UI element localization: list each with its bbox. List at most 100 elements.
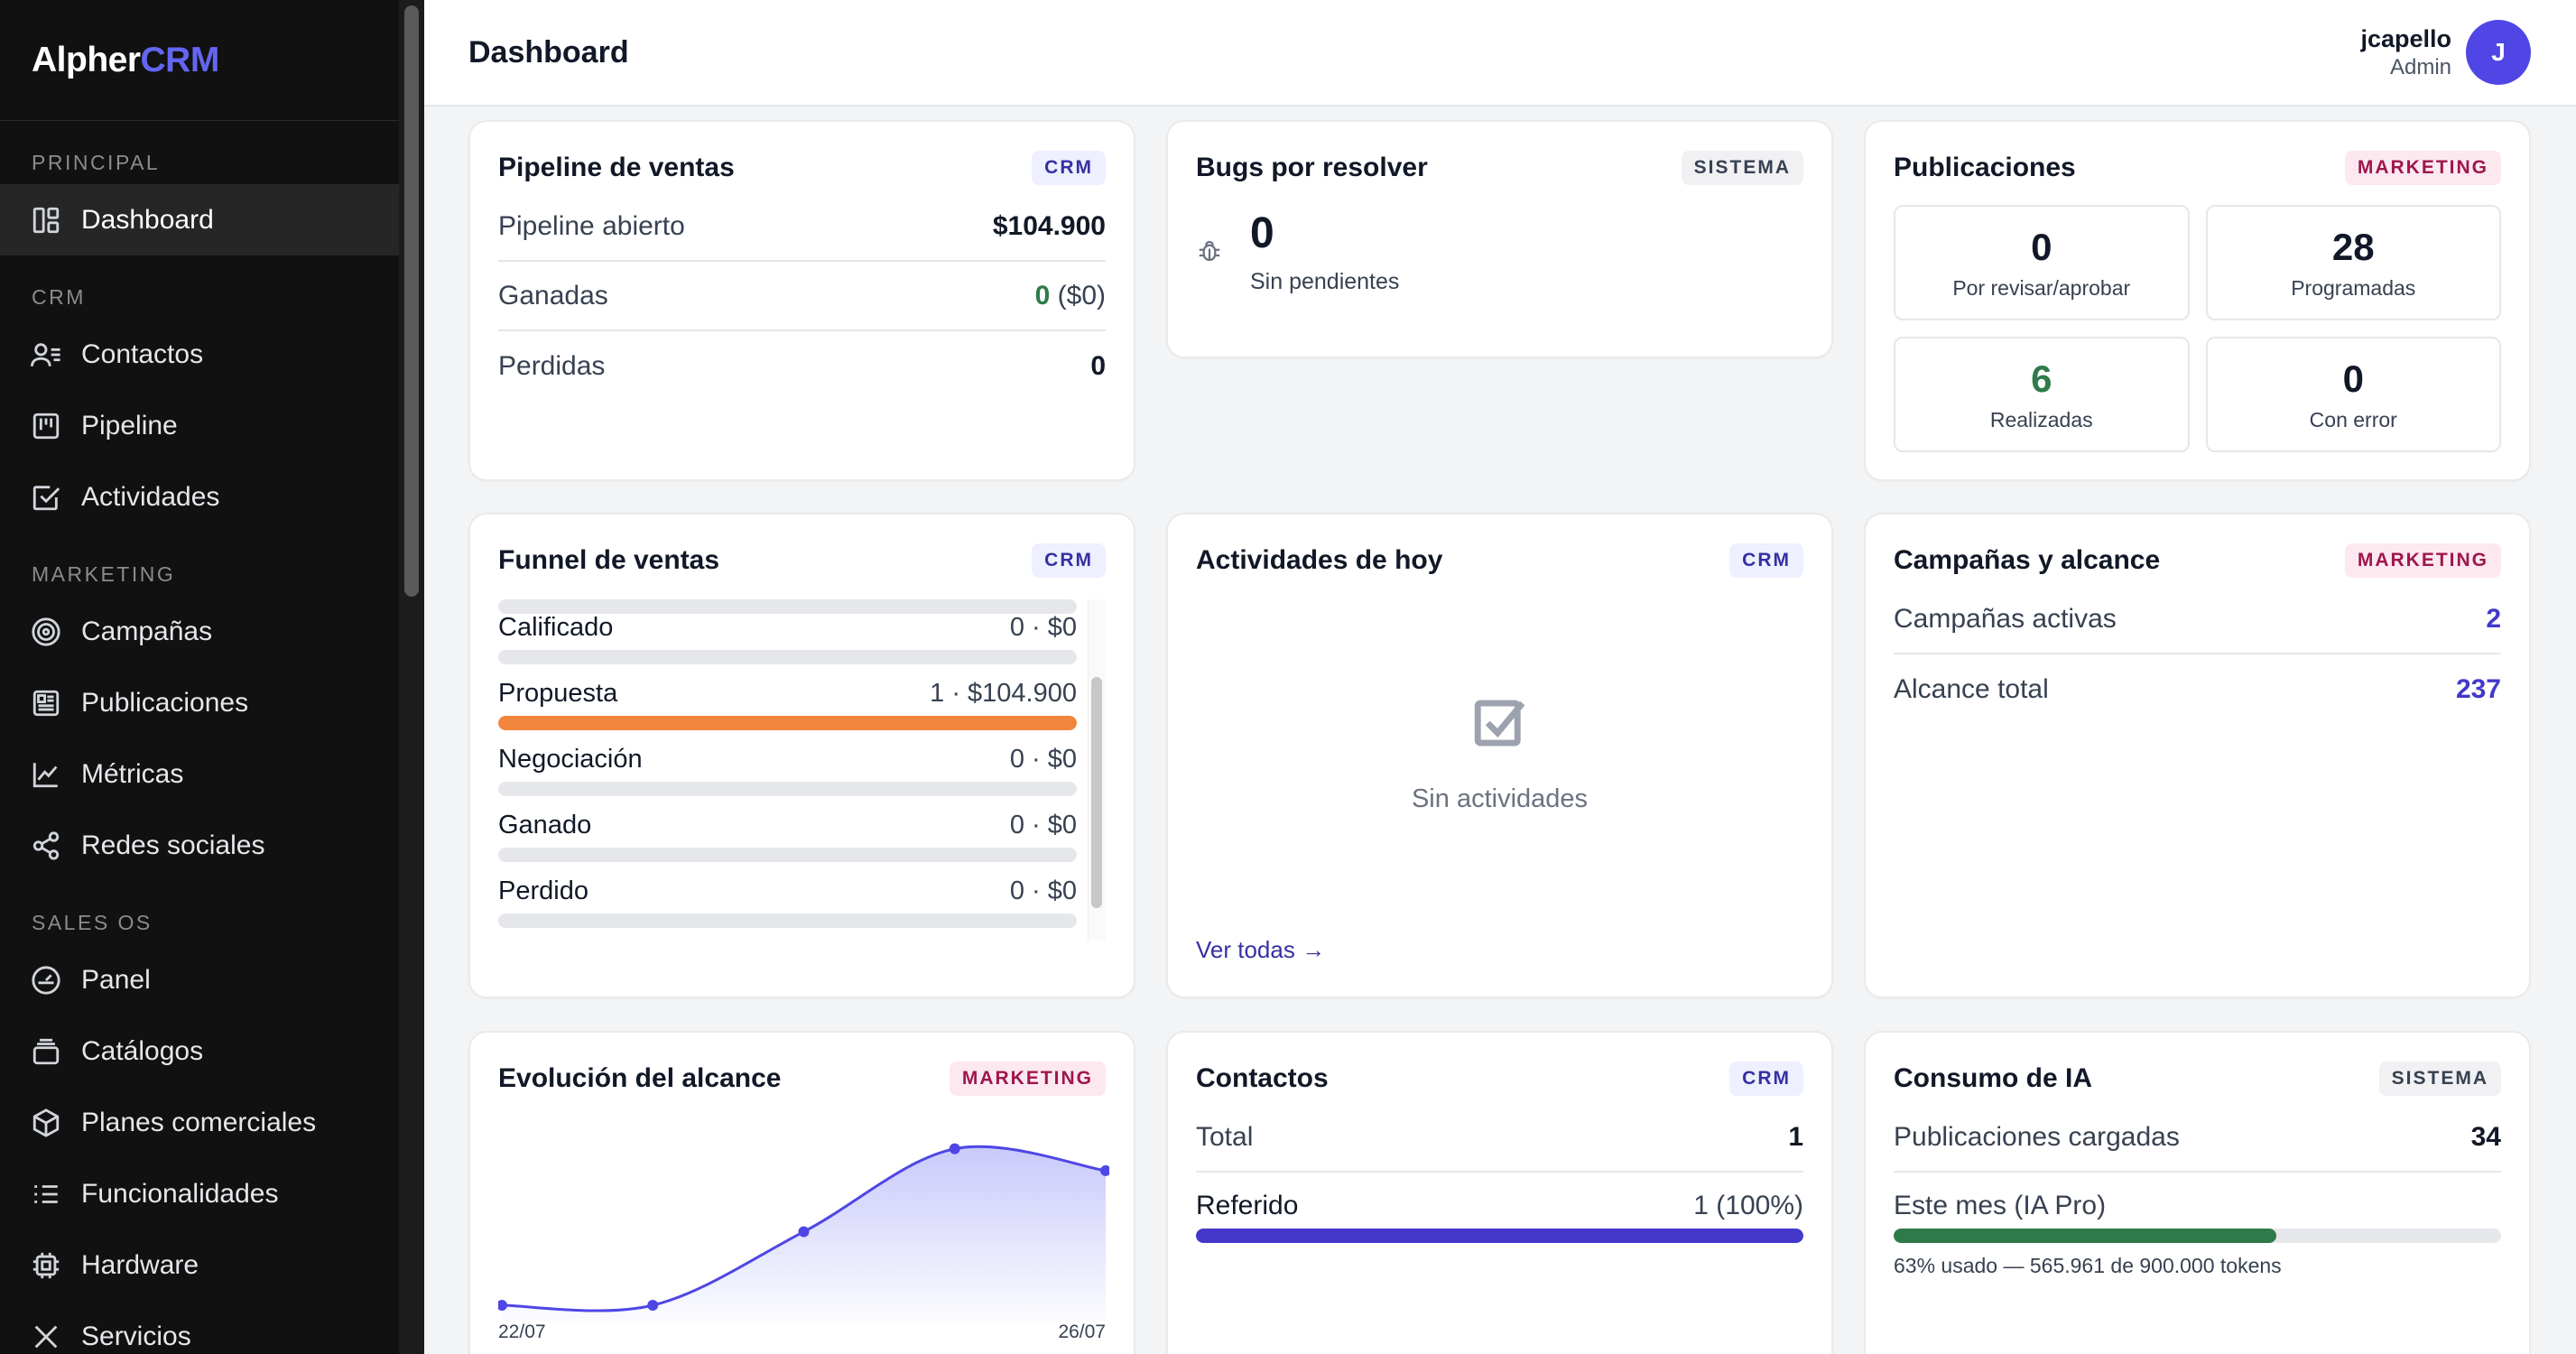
sidebar-item-servicios[interactable]: Servicios <box>0 1301 399 1354</box>
funnel-list[interactable]: Calificado 0 · $0 Propuesta 1 · $104.900 Neg… <box>498 599 1106 941</box>
sidebar-item-contactos[interactable]: Contactos <box>0 319 399 390</box>
crm-badge: CRM <box>1729 543 1803 578</box>
sidebar-item-planes[interactable]: Planes comerciales <box>0 1087 399 1158</box>
funnel-stage-amount: 1 · $104.900 <box>930 679 1077 708</box>
section-crm: CRM <box>32 285 86 309</box>
stat-row-won: Ganadas 0 ($0) <box>498 262 1106 331</box>
sidebar-item-publicaciones[interactable]: Publicaciones <box>0 667 399 738</box>
funnel-stage-label: Perdido <box>498 876 588 905</box>
sidebar-item-catalogos[interactable]: Catálogos <box>0 1016 399 1087</box>
system-badge: SISTEMA <box>1681 151 1803 185</box>
reach-area-chart <box>498 1143 1109 1322</box>
checkbox-icon <box>30 481 62 514</box>
list-icon <box>30 1178 62 1210</box>
sidebar-item-label: Servicios <box>81 1321 191 1351</box>
sidebar-item-dashboard[interactable]: Dashboard <box>0 184 399 255</box>
sidebar-item-campanas[interactable]: Campañas <box>0 596 399 667</box>
funnel-stage-label: Negociación <box>498 745 643 774</box>
stat-row-pipeline-open: Pipeline abierto $104.900 <box>498 192 1106 262</box>
sidebar-item-pipeline[interactable]: Pipeline <box>0 390 399 461</box>
ia-usage-progress-fill <box>1894 1229 2276 1243</box>
section-salesos: SALES OS <box>32 911 153 934</box>
app-logo[interactable]: Alpher CRM <box>0 0 399 121</box>
contacts-icon <box>30 338 62 371</box>
sidebar-item-label: Planes comerciales <box>81 1107 317 1137</box>
user-role: Admin <box>2389 54 2451 79</box>
funnel-card: Funnel de ventas CRM Calificado 0 · $0 Pro… <box>468 513 1135 998</box>
chart-point[interactable] <box>949 1143 960 1155</box>
user-menu[interactable]: jcapello Admin J <box>2360 20 2531 85</box>
sidebar-item-label: Pipeline <box>81 410 178 441</box>
sidebar-item-funcionalidades[interactable]: Funcionalidades <box>0 1158 399 1229</box>
funnel-stage-bar <box>498 913 1077 928</box>
target-icon <box>30 616 62 648</box>
box-icon <box>30 1107 62 1139</box>
layers-icon <box>30 1035 62 1068</box>
sidebar-item-panel[interactable]: Panel <box>0 944 399 1016</box>
funnel-stage-amount: 0 · $0 <box>1009 613 1077 642</box>
crm-badge: CRM <box>1032 543 1106 578</box>
funnel-stage-fill <box>498 716 1077 730</box>
sidebar-item-label: Dashboard <box>81 204 214 235</box>
funnel-stage-bar <box>498 716 1077 730</box>
ia-usage-caption: 63% usado — 565.961 de 900.000 tokens <box>1894 1254 2282 1277</box>
sidebar-item-actividades[interactable]: Actividades <box>0 461 399 533</box>
funnel-stage: Perdido 0 · $0 <box>498 868 1106 934</box>
card-title: Publicaciones <box>1894 153 2076 182</box>
bug-icon <box>1196 237 1223 264</box>
ver-todas-link[interactable]: Ver todas → <box>1196 936 1326 963</box>
marketing-badge: MARKETING <box>2344 151 2501 185</box>
funnel-bar-prev <box>498 599 1077 614</box>
ia-card: Consumo de IA SISTEMA Publicaciones carg… <box>1864 1031 2531 1354</box>
referido-row: Referido 1 (100%) <box>1196 1182 1803 1243</box>
pub-pending-box[interactable]: 0 Por revisar/aprobar <box>1894 205 2190 320</box>
x-tick-start: 22/07 <box>498 1322 546 1342</box>
page-title: Dashboard <box>468 34 629 70</box>
funnel-scrollbar-thumb[interactable] <box>1091 677 1102 908</box>
sidebar-item-hardware[interactable]: Hardware <box>0 1229 399 1301</box>
sidebar-item-label: Funcionalidades <box>81 1178 279 1209</box>
stat-row-total-reach: Alcance total 237 <box>1894 673 2501 704</box>
section-principal: PRINCIPAL <box>32 151 161 174</box>
pub-scheduled-box[interactable]: 28 Programadas <box>2205 205 2501 320</box>
pipeline-card: Pipeline de ventas CRM Pipeline abierto … <box>468 120 1135 481</box>
ia-usage-progress-bar <box>1894 1229 2501 1243</box>
funnel-stage-label: Calificado <box>498 613 614 642</box>
funnel-stage-bar <box>498 782 1077 796</box>
chart-point[interactable] <box>798 1226 810 1238</box>
bugs-card: Bugs por resolver SISTEMA 0 Sin pendient… <box>1166 120 1833 358</box>
publicaciones-card: Publicaciones MARKETING 0 Por revisar/ap… <box>1864 120 2531 481</box>
funnel-stage-amount: 0 · $0 <box>1009 876 1077 905</box>
sidebar-scrollbar-thumb[interactable] <box>404 5 419 597</box>
bugs-count: 0 <box>1250 209 1274 257</box>
pub-done-box[interactable]: 6 Realizadas <box>1894 337 2190 452</box>
kanban-icon <box>30 410 62 442</box>
chart-point[interactable] <box>1100 1164 1109 1176</box>
funnel-stage-bar <box>498 848 1077 862</box>
dashboard-icon <box>30 204 62 236</box>
sidebar-item-redes[interactable]: Redes sociales <box>0 810 399 881</box>
pub-error-box[interactable]: 0 Con error <box>2205 337 2501 452</box>
top-bar: Dashboard jcapello Admin J <box>424 0 2576 107</box>
card-title: Pipeline de ventas <box>498 153 735 182</box>
ia-usage-row: Este mes (IA Pro) 63% usado — 565.961 de… <box>1894 1182 2501 1278</box>
card-title: Campañas y alcance <box>1894 545 2161 575</box>
card-title: Actividades de hoy <box>1196 545 1443 575</box>
tools-icon <box>30 1321 62 1353</box>
section-marketing: MARKETING <box>32 562 176 586</box>
system-badge: SISTEMA <box>2378 1062 2501 1096</box>
user-name: jcapello <box>2360 24 2451 52</box>
chart-point[interactable] <box>498 1300 507 1311</box>
actividades-card: Actividades de hoy CRM Sin actividades V… <box>1166 513 1833 998</box>
chart-point[interactable] <box>647 1300 659 1311</box>
funnel-stage: Propuesta 1 · $104.900 <box>498 671 1106 737</box>
crm-badge: CRM <box>1729 1062 1803 1096</box>
x-tick-end: 26/07 <box>1058 1322 1106 1342</box>
avatar[interactable]: J <box>2466 20 2531 85</box>
funnel-stage-amount: 0 · $0 <box>1009 811 1077 839</box>
sidebar-item-label: Catálogos <box>81 1035 204 1066</box>
sidebar-item-metricas[interactable]: Métricas <box>0 738 399 810</box>
stat-row-loaded: Publicaciones cargadas 34 <box>1894 1103 2501 1173</box>
newspaper-icon <box>30 687 62 719</box>
card-title: Funnel de ventas <box>498 545 720 575</box>
